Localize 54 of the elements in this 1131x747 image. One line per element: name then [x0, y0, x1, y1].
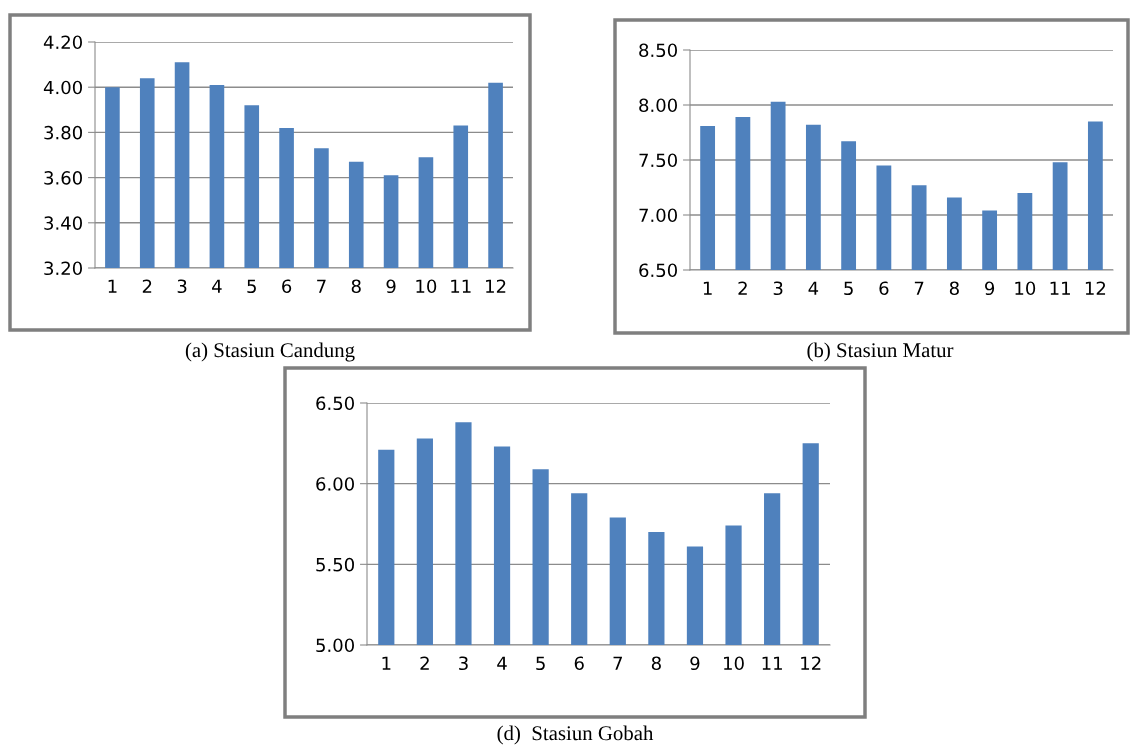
x-tick-label: 12	[801, 656, 821, 670]
x-tick-label: 4	[212, 279, 222, 293]
x-tick-label: 10	[416, 279, 437, 294]
text: (d) Stasiun Gobah	[497, 725, 654, 745]
x-tick-label: 3	[773, 281, 783, 296]
x-tick-label: 2	[738, 281, 747, 295]
x-tick-label: 10	[1015, 281, 1036, 296]
x-tick-label: 1	[382, 656, 391, 670]
text: (a) Stasiun Candung	[185, 342, 355, 362]
x-tick-label: 9	[386, 279, 396, 294]
x-tick-label: 5	[247, 279, 256, 294]
x-tick-label: 6	[282, 279, 292, 294]
y-tick-label: 8.50	[639, 43, 677, 58]
y-tick-label: 3.60	[44, 171, 82, 185]
y-tick-label: 3.20	[44, 261, 82, 276]
x-tick-label: 11	[762, 656, 782, 670]
x-tick-label: 12	[486, 279, 506, 293]
y-tick-label: 7.00	[639, 208, 677, 223]
x-tick-label: 11	[451, 279, 471, 293]
x-tick-label: 5	[844, 281, 853, 296]
y-tick-label: 5.00	[316, 638, 354, 653]
y-tick-label: 7.50	[639, 153, 677, 168]
x-tick-label: 7	[317, 279, 326, 293]
y-tick-label: 8.00	[639, 98, 677, 113]
y-tick-label: 3.80	[44, 125, 82, 140]
x-tick-label: 1	[703, 281, 712, 295]
y-tick-label: 5.50	[316, 557, 354, 572]
x-tick-label: 7	[613, 656, 622, 670]
y-tick-label: 4.00	[43, 80, 82, 95]
y-tick-label: 4.20	[43, 35, 82, 50]
x-tick-label: 5	[536, 656, 545, 671]
y-tick-label: 6.50	[639, 263, 677, 278]
y-tick-label: 3.40	[44, 216, 82, 230]
x-tick-label: 8	[949, 281, 959, 296]
x-tick-label: 7	[914, 281, 924, 295]
x-tick-label: 6	[574, 656, 584, 671]
text: (b) Stasiun Matur	[807, 342, 954, 362]
x-tick-label: 11	[1050, 281, 1070, 295]
x-tick-label: 9	[690, 656, 700, 671]
x-tick-label: 12	[1085, 281, 1106, 295]
x-tick-label: 8	[351, 279, 361, 294]
x-tick-label: 3	[459, 656, 468, 671]
x-tick-label: 4	[497, 656, 507, 670]
y-tick-label: 6.50	[316, 396, 354, 411]
x-tick-label: 9	[985, 281, 995, 296]
x-tick-label: 3	[177, 279, 187, 294]
x-tick-label: 1	[108, 279, 117, 293]
y-tick-label: 6.00	[316, 477, 354, 491]
x-tick-label: 8	[651, 656, 661, 671]
x-tick-label: 4	[808, 281, 819, 295]
x-tick-label: 6	[879, 281, 889, 296]
x-tick-label: 10	[724, 656, 744, 671]
x-tick-label: 2	[142, 279, 152, 293]
x-tick-label: 2	[420, 656, 429, 670]
